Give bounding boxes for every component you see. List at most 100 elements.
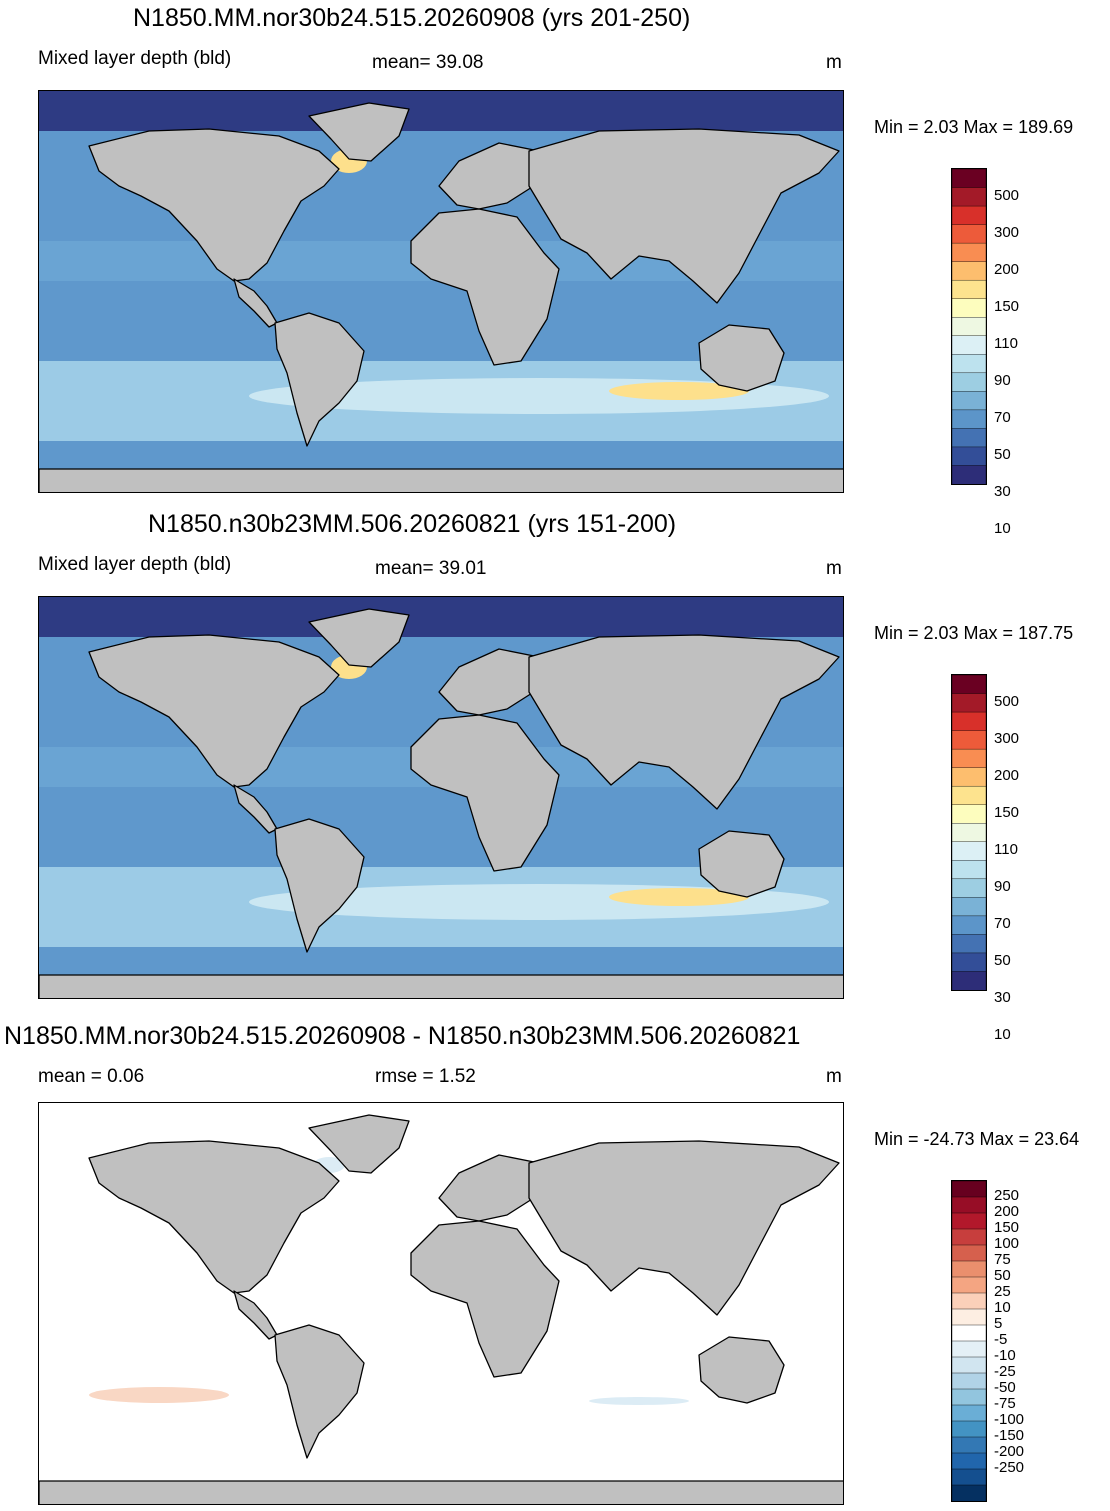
colorbar-swatch	[952, 693, 986, 713]
colorbar-swatch	[952, 971, 986, 990]
colorbar-swatch	[952, 711, 986, 732]
colorbar-swatch	[952, 1452, 986, 1470]
colorbar-tick-label: 10	[994, 520, 1011, 538]
colorbar-tick-label: 90	[994, 878, 1011, 896]
colorbar-tick-label: 200	[994, 260, 1020, 278]
colorbar-tick-label: 200	[994, 1203, 1020, 1220]
colorbar-swatch	[952, 279, 986, 300]
units-label: m	[826, 558, 842, 579]
colorbar-swatch	[952, 1212, 986, 1230]
colorbar-swatch	[952, 1468, 986, 1486]
colorbar-swatch	[952, 767, 986, 787]
colorbar-tick-label: -100	[994, 1411, 1025, 1428]
colorbar-swatch	[952, 675, 986, 695]
map-plot	[38, 1102, 844, 1505]
panel-title: N1850.n30b23MM.506.20260821 (yrs 151-200…	[148, 510, 677, 538]
colorbar-swatch	[952, 915, 986, 936]
colorbar-swatch	[952, 1260, 986, 1278]
colorbar-tick-label: -5	[994, 1331, 1008, 1348]
colorbar-tick-label: 10	[994, 1026, 1011, 1044]
colorbar-tick-label: 30	[994, 483, 1011, 501]
units-label: m	[826, 1066, 842, 1087]
map-plot	[38, 90, 844, 493]
colorbar-swatch	[952, 1420, 986, 1438]
colorbar-tick-label: 150	[994, 1219, 1020, 1236]
colorbar-tick-label: 50	[994, 1267, 1011, 1284]
colorbar-tick-label: 250	[994, 1187, 1020, 1204]
mean-label: mean = 0.06	[38, 1066, 145, 1087]
colorbar-swatch	[952, 897, 986, 917]
colorbar-swatch	[952, 1324, 986, 1342]
colorbar-swatch	[952, 823, 986, 843]
diff-patch	[589, 1397, 689, 1405]
colorbar-tick-label: 70	[994, 915, 1011, 933]
colorbar-swatch	[952, 785, 986, 806]
colorbar-tick-label: 70	[994, 409, 1011, 427]
colorbar-swatch	[952, 1228, 986, 1246]
colorbar-swatch	[952, 1484, 986, 1501]
colorbar-swatch	[952, 1404, 986, 1422]
colorbar-swatch	[952, 446, 986, 467]
southern-ocean-max	[609, 382, 749, 400]
polar-north	[39, 597, 843, 637]
colorbar-swatch	[952, 878, 986, 899]
colorbar-swatch	[952, 409, 986, 430]
colorbar-swatch	[952, 298, 986, 318]
colorbar-tick-label: -250	[994, 1459, 1025, 1476]
colorbar-swatch	[952, 1292, 986, 1310]
colorbar-swatch	[952, 391, 986, 411]
colorbar-swatch	[952, 934, 986, 954]
colorbar-swatch	[952, 748, 986, 769]
colorbar	[951, 674, 987, 991]
colorbar-tick-label: 500	[994, 692, 1020, 710]
colorbar-swatch	[952, 1196, 986, 1214]
rmse-label: rmse = 1.52	[375, 1066, 476, 1087]
colorbar-tick-label: 100	[994, 1235, 1020, 1252]
minmax-label: Min = 2.03 Max = 189.69	[874, 117, 1074, 137]
colorbar-swatch	[952, 1372, 986, 1390]
mean-label: mean= 39.08	[372, 52, 484, 73]
colorbar-swatch	[952, 952, 986, 973]
units-label: m	[826, 52, 842, 73]
colorbar-swatch	[952, 1436, 986, 1454]
colorbar-swatch	[952, 335, 986, 355]
colorbar-tick-label: 150	[994, 297, 1020, 315]
colorbar-swatch	[952, 224, 986, 244]
map-plot	[38, 596, 844, 999]
colorbar	[951, 168, 987, 485]
variable-label: Mixed layer depth (bld)	[38, 48, 232, 69]
colorbar-tick-label: -50	[994, 1379, 1016, 1396]
colorbar-tick-label: 110	[994, 335, 1018, 353]
colorbar-tick-label: 30	[994, 989, 1011, 1007]
colorbar-tick-label: 90	[994, 372, 1011, 390]
variable-label: Mixed layer depth (bld)	[38, 554, 232, 575]
colorbar-tick-label: 50	[994, 952, 1011, 970]
colorbar-tick-label: 110	[994, 841, 1018, 859]
colorbar-tick-label: 500	[994, 186, 1020, 204]
southern-ocean-max	[609, 888, 749, 906]
colorbar-tick-label: 300	[994, 729, 1020, 747]
colorbar-swatch	[952, 1356, 986, 1374]
polar-north	[39, 91, 843, 131]
colorbar-tick-label: 75	[994, 1251, 1011, 1268]
minmax-label: Min = -24.73 Max = 23.64	[874, 1129, 1080, 1149]
colorbar-tick-label: -150	[994, 1427, 1025, 1444]
minmax-label: Min = 2.03 Max = 187.75	[874, 623, 1074, 643]
colorbar-swatch	[952, 1244, 986, 1262]
colorbar-tick-label: 10	[994, 1299, 1011, 1316]
colorbar-swatch	[952, 1181, 986, 1198]
colorbar-tick-label: -200	[994, 1443, 1025, 1460]
colorbar-tick-label: -25	[994, 1363, 1016, 1380]
colorbar-swatch	[952, 428, 986, 448]
colorbar-swatch	[952, 1308, 986, 1326]
colorbar-swatch	[952, 354, 986, 374]
mean-label: mean= 39.01	[375, 558, 487, 579]
colorbar-swatch	[952, 804, 986, 824]
colorbar-tick-label: 50	[994, 446, 1011, 464]
colorbar-swatch	[952, 1388, 986, 1406]
colorbar-swatch	[952, 860, 986, 880]
colorbar-swatch	[952, 317, 986, 337]
colorbar-swatch	[952, 372, 986, 393]
colorbar-tick-label: 200	[994, 766, 1020, 784]
colorbar-swatch	[952, 730, 986, 750]
